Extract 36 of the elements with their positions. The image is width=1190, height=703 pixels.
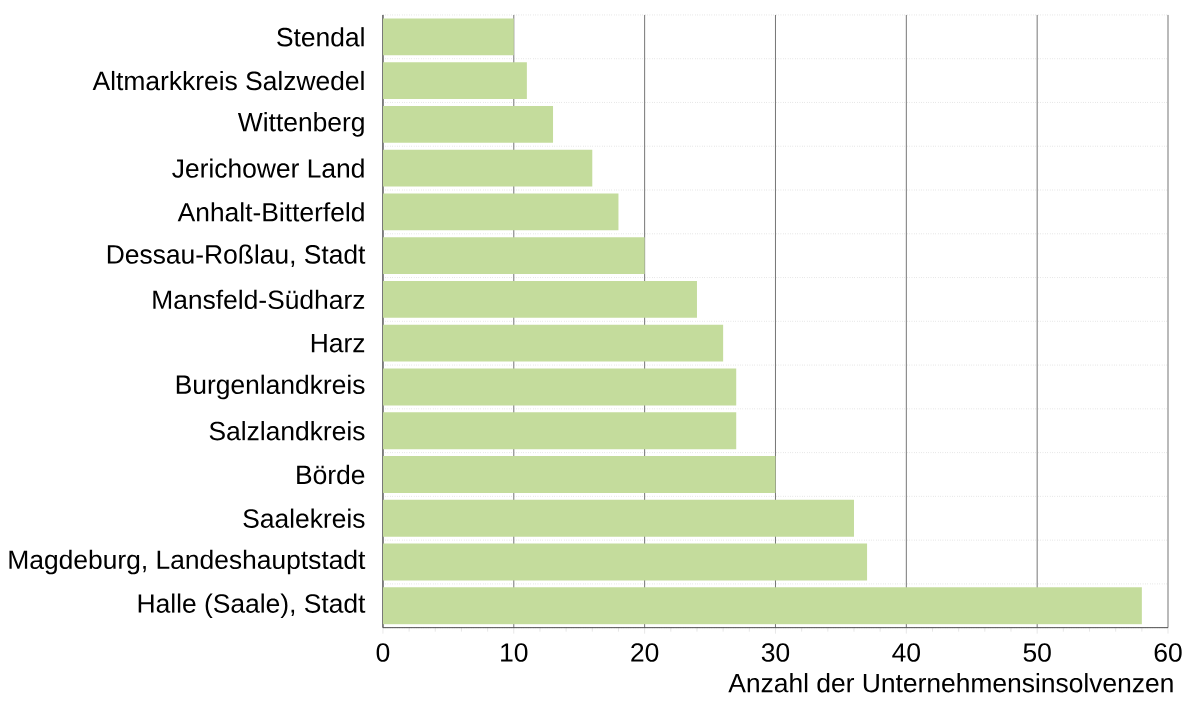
y-tick-label: Harz	[311, 333, 365, 353]
y-tick-label: Saalekreis	[243, 508, 365, 528]
y-tick-label: Halle (Saale), Stadt	[138, 593, 366, 618]
bar	[382, 105, 554, 143]
bar	[382, 543, 868, 581]
x-tick-label: 10	[501, 642, 528, 662]
y-tick-label: Mansfeld-Südharz	[153, 289, 365, 309]
bar	[382, 61, 527, 99]
y-tick-label: Burgenlandkreis	[176, 374, 365, 400]
y-tick-label: Börde	[297, 464, 365, 484]
bar	[382, 455, 776, 493]
y-tick-label: Dessau-Roßlau, Stadt	[107, 244, 366, 267]
x-tick-label: 20	[631, 642, 659, 662]
bar	[382, 587, 1142, 625]
x-axis-title: Anzahl der Unternehmensinsolvenzen	[728, 672, 1173, 693]
x-tick-label: 60	[1154, 642, 1182, 662]
x-tick-label: 40	[892, 642, 920, 662]
bar	[382, 324, 724, 362]
bar	[382, 149, 593, 187]
x-tick-label: 50	[1023, 642, 1051, 662]
y-tick-label: Stendal	[277, 26, 364, 47]
bar	[382, 499, 854, 537]
bar	[382, 280, 697, 318]
y-tick-label: Magdeburg, Landeshauptstadt	[9, 549, 366, 575]
bar	[382, 193, 619, 231]
y-tick-label: Altmarkkreis Salzwedel	[92, 70, 364, 91]
x-tick-label: 0	[376, 642, 390, 662]
x-tick-label: 30	[761, 642, 790, 662]
bar	[382, 18, 514, 56]
y-tick-label: Jerichower Land	[172, 158, 364, 178]
y-tick-label: Salzlandkreis	[209, 420, 365, 441]
bar	[382, 368, 737, 406]
bar	[382, 412, 737, 449]
y-tick-label: Wittenberg	[237, 111, 364, 137]
y-tick-label: Anhalt-Bitterfeld	[177, 202, 364, 222]
bar	[382, 237, 645, 274]
